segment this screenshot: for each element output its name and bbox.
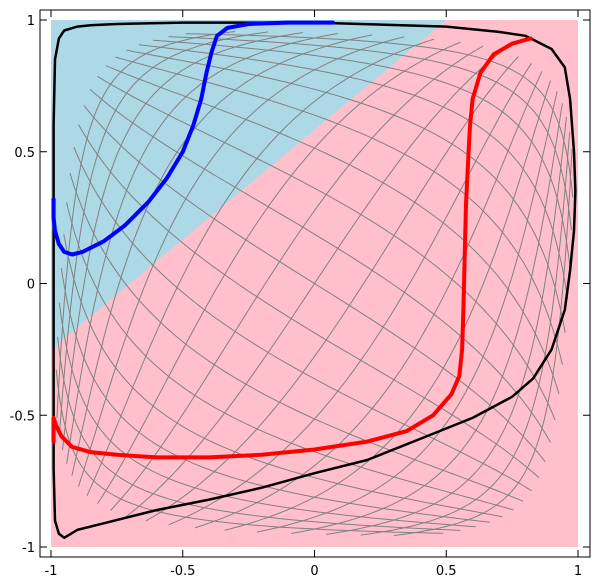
mesh-line bbox=[291, 103, 563, 534]
tick-layer: -1 -0.5 0 0.5 1 1 0.5 0 -0.5 -1 bbox=[10, 10, 590, 579]
y-tick-label: 0.5 bbox=[14, 146, 35, 161]
mesh-line bbox=[78, 36, 405, 487]
x-tick-label: 0.5 bbox=[436, 564, 457, 579]
y-tick-label: 0 bbox=[27, 278, 35, 293]
mesh-line bbox=[126, 50, 503, 517]
red-curve bbox=[51, 36, 533, 460]
mesh-line bbox=[110, 45, 484, 511]
x-tick-label: 0 bbox=[310, 564, 318, 579]
mesh-line bbox=[86, 38, 435, 496]
mesh-line bbox=[194, 71, 543, 529]
mesh-line bbox=[145, 56, 519, 522]
x-tick-label: 1 bbox=[574, 564, 582, 579]
mesh-line bbox=[62, 32, 303, 451]
mesh-line bbox=[56, 31, 236, 419]
mesh-line bbox=[97, 41, 461, 504]
mesh-line bbox=[71, 34, 373, 476]
shaded-region-2 bbox=[51, 20, 447, 350]
x-tick-label: -0.5 bbox=[170, 564, 195, 579]
mesh-line bbox=[224, 80, 551, 531]
boundary-curve bbox=[52, 21, 577, 540]
x-tick-label: -1 bbox=[45, 564, 58, 579]
mesh-line bbox=[168, 63, 532, 526]
mesh-line bbox=[360, 132, 571, 536]
mesh-line bbox=[66, 33, 338, 464]
mesh-line bbox=[393, 148, 573, 536]
y-tick-label: -0.5 bbox=[10, 409, 35, 424]
mesh-grid bbox=[55, 31, 574, 536]
mesh-line bbox=[326, 116, 567, 535]
series-layer bbox=[51, 20, 577, 540]
blue-curve bbox=[51, 20, 335, 257]
mesh-line bbox=[256, 91, 558, 533]
y-tick-label: 1 bbox=[27, 14, 35, 29]
y-tick-label: -1 bbox=[22, 541, 35, 556]
mesh-line bbox=[58, 31, 269, 435]
